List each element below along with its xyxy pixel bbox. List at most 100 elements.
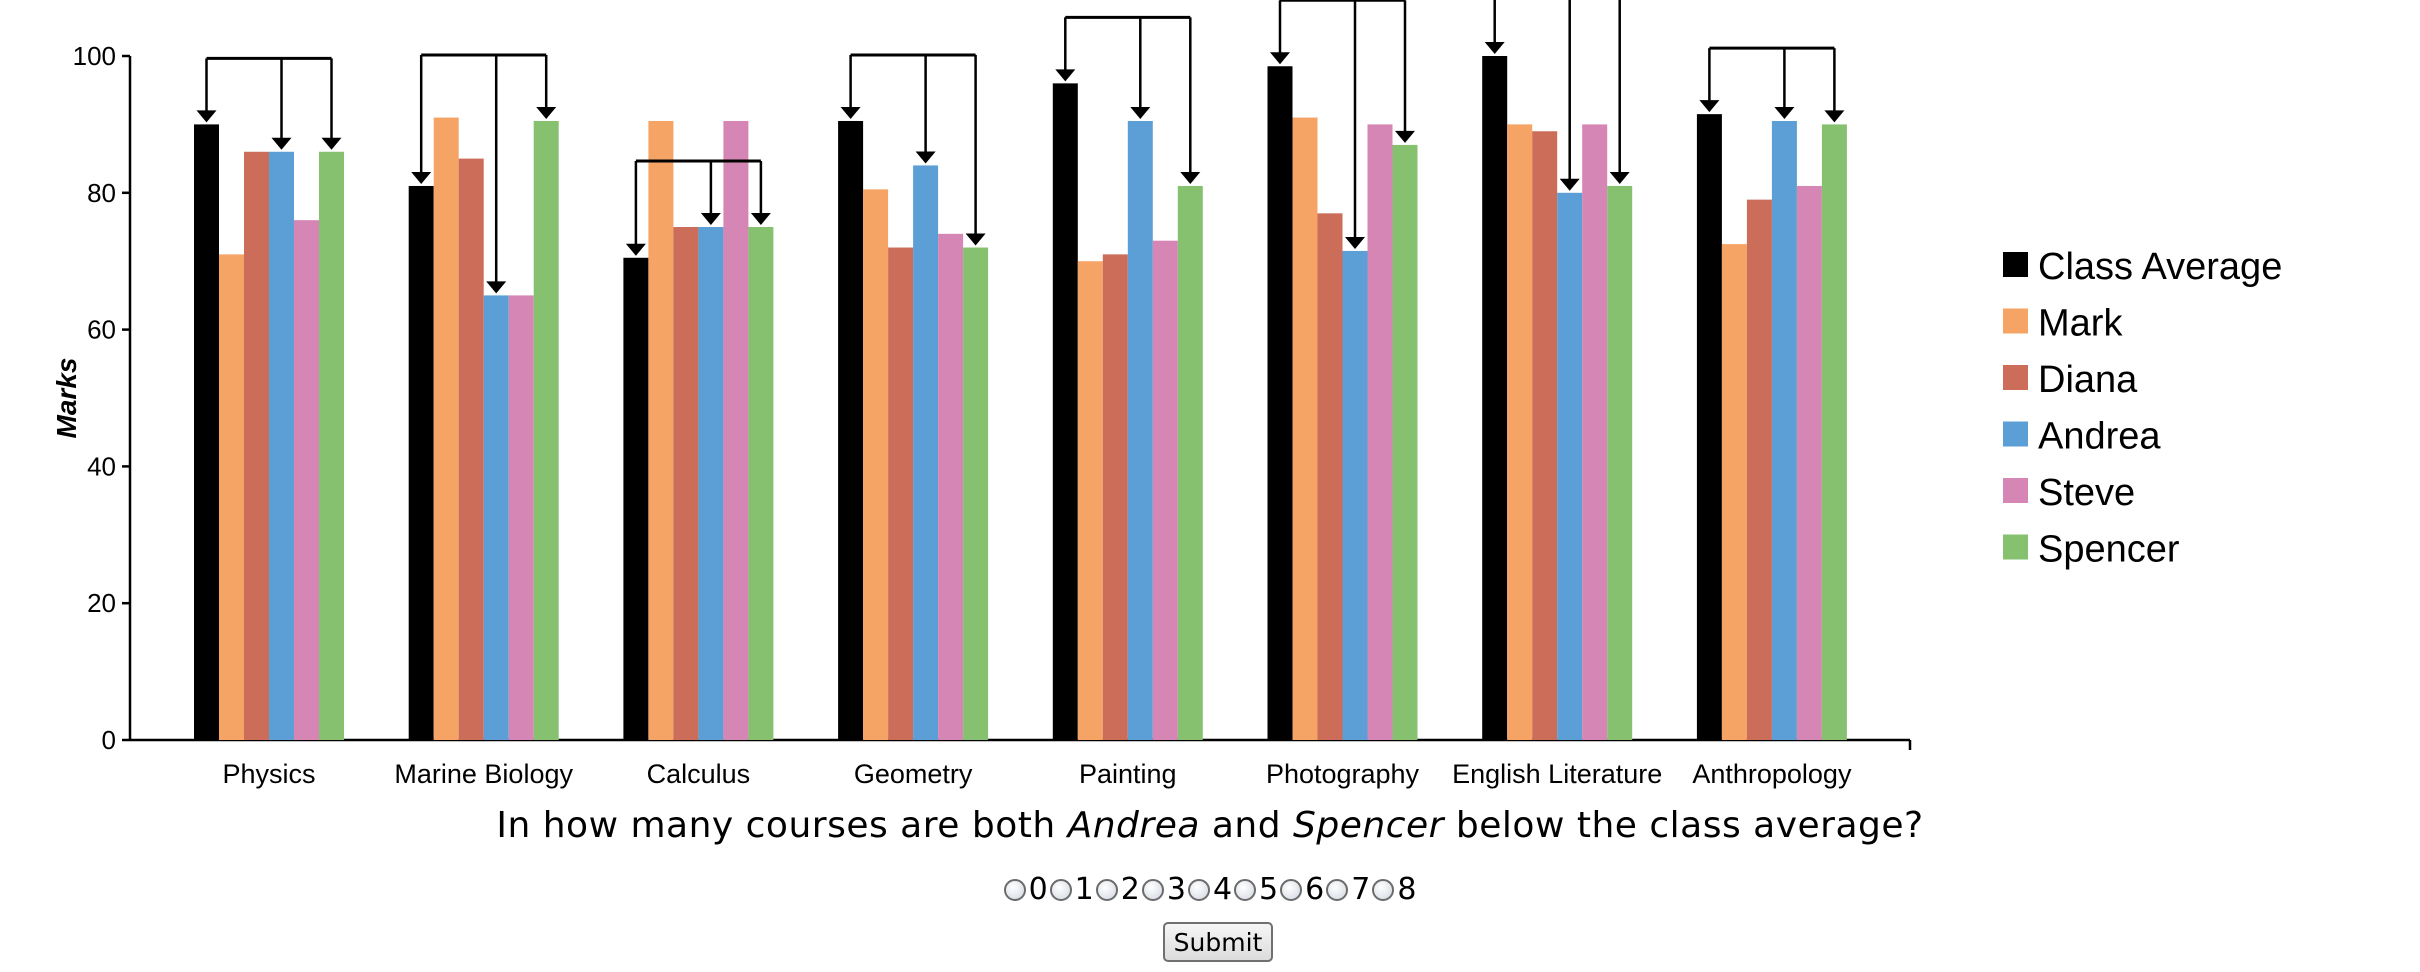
- question-name-2: Spencer: [1293, 805, 1444, 846]
- radio-button[interactable]: [1280, 878, 1303, 901]
- bar: [1582, 124, 1608, 740]
- arrow-head: [486, 281, 507, 294]
- bars: [194, 56, 1847, 741]
- bar: [533, 120, 559, 741]
- radio-button[interactable]: [1003, 878, 1026, 901]
- arrow-head: [1270, 52, 1290, 65]
- radio-button[interactable]: [1141, 878, 1164, 901]
- bar: [963, 247, 989, 740]
- radio-button[interactable]: [1326, 878, 1349, 901]
- radio-button[interactable]: [1095, 878, 1118, 901]
- bar: [1367, 124, 1393, 740]
- bar: [1342, 250, 1368, 740]
- answer-option[interactable]: 6: [1280, 872, 1324, 907]
- answer-option-label: 7: [1351, 872, 1371, 907]
- answer-option-label: 1: [1074, 872, 1094, 907]
- bar: [508, 295, 534, 740]
- legend-label: Mark: [2038, 303, 2123, 345]
- bar: [319, 151, 344, 740]
- bar: [1532, 131, 1558, 741]
- bar: [483, 295, 509, 740]
- arrow-head: [411, 171, 432, 184]
- x-tick-label: Painting: [1079, 759, 1177, 789]
- bar: [913, 165, 939, 740]
- bar: [1482, 56, 1508, 740]
- answer-option[interactable]: 7: [1326, 872, 1370, 907]
- bar: [194, 124, 219, 740]
- bar: [1721, 244, 1747, 740]
- answer-option[interactable]: 8: [1372, 872, 1416, 907]
- y-tick-label: 20: [87, 588, 116, 618]
- arrow-head: [1130, 106, 1151, 119]
- answer-option[interactable]: 0: [1003, 872, 1048, 907]
- y-tick-label: 40: [87, 451, 116, 481]
- answer-option-label: 5: [1259, 872, 1279, 907]
- question-name-1: Andrea: [1067, 805, 1200, 846]
- x-tick-label: Photography: [1266, 759, 1420, 789]
- arrow-head: [700, 213, 721, 225]
- submit-button[interactable]: Submit: [1163, 922, 1273, 962]
- bar: [1796, 185, 1822, 740]
- answer-option-label: 3: [1166, 872, 1186, 907]
- bar: [1746, 199, 1772, 740]
- bar: [1317, 213, 1343, 740]
- answer-option[interactable]: 1: [1049, 872, 1094, 907]
- y-tick-label: 0: [102, 725, 116, 755]
- x-tick-label: Calculus: [647, 759, 751, 789]
- bar: [1821, 124, 1847, 740]
- bar: [623, 257, 649, 740]
- arrow-head: [915, 151, 936, 164]
- comparison-arrows: [196, 0, 1845, 294]
- bar: [1607, 185, 1633, 740]
- question-text: In how many courses are both Andrea and …: [0, 805, 2420, 846]
- axis-labels: 0 20 40 60 80 100 Marks Physics Marine Biology Ca…: [51, 41, 1852, 789]
- answer-option[interactable]: 3: [1141, 872, 1186, 907]
- y-axis-title: Marks: [51, 358, 82, 439]
- axes: [122, 54, 1912, 750]
- x-tick-label: English Literature: [1452, 759, 1662, 789]
- arrow-head: [750, 213, 771, 225]
- legend-label: Steve: [2038, 472, 2135, 514]
- bar: [1152, 240, 1178, 740]
- bar: [1127, 120, 1153, 741]
- bar: [748, 227, 774, 740]
- legend-swatch: [2003, 308, 2028, 334]
- bar: [1557, 192, 1583, 741]
- arrow-head: [1055, 69, 1076, 82]
- radio-button[interactable]: [1234, 878, 1257, 901]
- arrow-head: [196, 110, 217, 123]
- legend-label: Andrea: [2038, 416, 2161, 458]
- arrow-head: [536, 106, 557, 119]
- y-tick-label: 80: [87, 178, 116, 208]
- legend-swatch: [2003, 478, 2028, 503]
- arrow-head: [1395, 130, 1415, 143]
- arrow-head: [1559, 178, 1580, 191]
- arrow-head: [965, 233, 986, 246]
- radio-button[interactable]: [1372, 878, 1395, 901]
- answer-option[interactable]: 4: [1187, 872, 1232, 907]
- arrow-head: [1699, 100, 1720, 113]
- question-part-3: below the class average?: [1443, 805, 1924, 846]
- arrow-head: [271, 137, 292, 150]
- bar: [1267, 66, 1293, 740]
- question-part-1: In how many courses are both: [496, 805, 1068, 846]
- radio-button[interactable]: [1049, 878, 1072, 901]
- bar: [673, 227, 699, 740]
- arrow-head: [1484, 42, 1505, 54]
- bar: [888, 247, 914, 740]
- legend-label: Diana: [2038, 359, 2138, 401]
- answer-option[interactable]: 2: [1095, 872, 1140, 907]
- arrow-head: [1345, 236, 1365, 249]
- arrow-head: [840, 106, 861, 119]
- legend-swatch: [2003, 421, 2028, 447]
- radio-button[interactable]: [1187, 878, 1210, 901]
- answer-option-label: 2: [1120, 872, 1140, 907]
- bar: [648, 120, 674, 741]
- bar: [863, 189, 889, 740]
- bar: [723, 120, 749, 741]
- answer-option[interactable]: 5: [1234, 872, 1278, 907]
- arrow-head: [1824, 110, 1845, 123]
- legend-swatch: [2003, 252, 2028, 277]
- legend-swatch: [2003, 534, 2028, 560]
